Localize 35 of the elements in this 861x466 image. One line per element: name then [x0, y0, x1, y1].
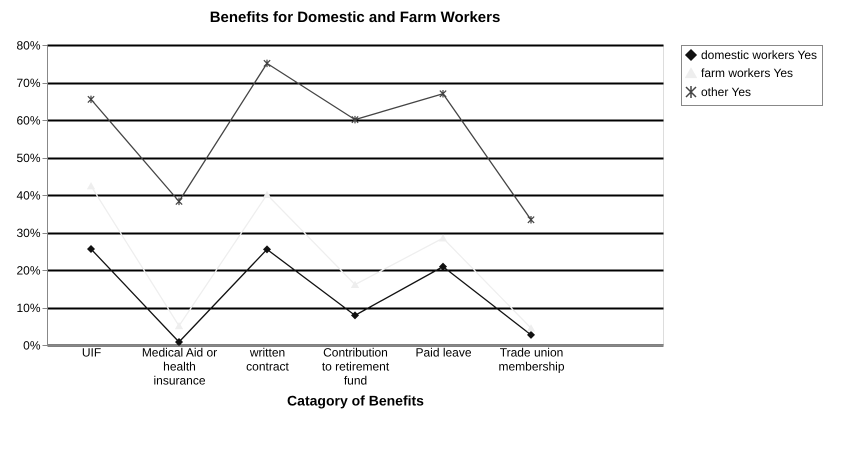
y-tick-label: 30%: [16, 226, 41, 240]
point: [527, 215, 535, 224]
point: [175, 338, 183, 346]
point: [527, 324, 535, 332]
point: [439, 89, 447, 98]
point: [263, 246, 271, 254]
y-tick-label: 10%: [16, 301, 41, 315]
point: [87, 94, 95, 104]
y-tick-label: 80%: [16, 38, 41, 52]
legend-label: farm workers Yes: [701, 66, 794, 80]
chart-title: Benefits for Domestic and Farm Workers: [210, 9, 500, 26]
x-tick-label: Trade union membership: [498, 346, 565, 374]
y-tick-label: 60%: [16, 114, 41, 128]
x-axis-title: Catagory of Benefits: [287, 392, 424, 408]
y-tick-label: 70%: [16, 76, 41, 90]
x-tick-label: written contract: [246, 346, 290, 374]
point: [175, 196, 183, 206]
point: [351, 115, 359, 124]
point: [439, 262, 447, 270]
point: [527, 331, 535, 339]
point: [263, 58, 271, 68]
point: [87, 245, 95, 253]
y-tick-label: 0%: [23, 338, 41, 352]
y-tick-label: 50%: [16, 151, 41, 165]
point: [351, 312, 359, 320]
x-tick-label: UIF: [82, 346, 102, 360]
point: [263, 191, 271, 198]
x-tick-label: Medical Aid or health insurance: [142, 346, 218, 388]
x-tick-label: Paid leave: [415, 346, 472, 360]
y-tick-label: 40%: [16, 188, 41, 202]
point: [439, 234, 447, 242]
legend-label: domestic workers Yes: [701, 48, 818, 62]
legend-label: other Yes: [701, 85, 752, 99]
x-tick-label: Contribution to retirement fund: [322, 346, 390, 388]
y-tick-label: 20%: [16, 264, 41, 278]
